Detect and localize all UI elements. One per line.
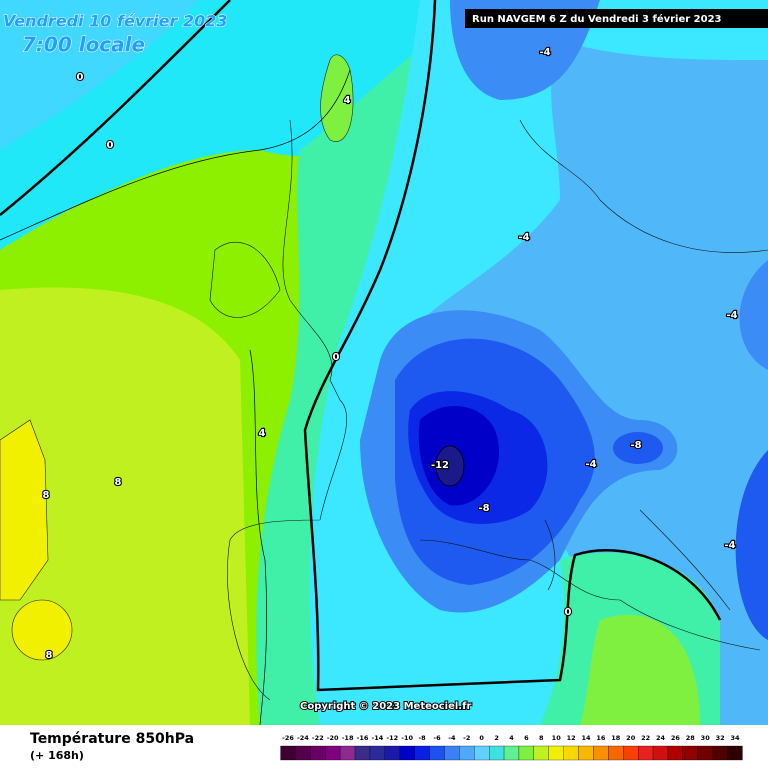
- scale-label: 32: [716, 734, 725, 742]
- scale-swatch: [712, 745, 728, 761]
- scale-label: -8: [418, 734, 426, 742]
- scale-label: 8: [539, 734, 544, 742]
- contour-label: 0: [107, 140, 114, 151]
- scale-label: 0: [479, 734, 484, 742]
- scale-swatch: [652, 745, 669, 761]
- scale-swatch: [280, 745, 296, 761]
- scale-swatch: [563, 745, 579, 761]
- contours: [0, 0, 722, 726]
- scale-swatch: [608, 745, 624, 761]
- footer-lead: (+ 168h): [30, 749, 84, 762]
- contour-label: -4: [585, 459, 596, 470]
- contour-label: 8: [115, 477, 122, 488]
- contour-label: -12: [431, 460, 449, 471]
- scale-swatch: [578, 745, 594, 761]
- run-banner: [465, 9, 768, 28]
- scale-swatch: [310, 745, 326, 761]
- scale-swatch: [414, 745, 430, 761]
- scale-label: 12: [567, 734, 576, 742]
- scale-swatch: [384, 745, 400, 761]
- scale-swatch: [638, 745, 654, 761]
- coastlines: [209, 119, 768, 701]
- scale-swatch: [488, 745, 505, 761]
- contour-label: -4: [518, 232, 529, 243]
- temperature-field: [0, 0, 768, 725]
- scale-label: -18: [342, 734, 354, 742]
- scale-label: -12: [386, 734, 398, 742]
- scale-swatch: [682, 745, 698, 761]
- scale-label: -4: [448, 734, 456, 742]
- scale-label: 22: [641, 734, 650, 742]
- contour-labels: -4 0 4 0 -4 -4 0 4 -12 -8 -4 -8 8 8 8 0 -4: [41, 46, 738, 662]
- scale-swatch: [503, 745, 520, 761]
- scale-swatch: [697, 745, 713, 761]
- scale-swatch: [429, 745, 445, 761]
- scale-label: 18: [611, 734, 621, 742]
- contour-label: -4: [726, 310, 737, 321]
- contour-label: 0: [77, 72, 84, 83]
- scale-label: -14: [372, 734, 384, 742]
- scale-swatch: [459, 745, 475, 761]
- contour-label: -8: [478, 503, 489, 514]
- scale-label: -24: [297, 734, 309, 742]
- contour-label: 0: [333, 352, 340, 363]
- footer-title: Température 850hPa: [30, 731, 194, 747]
- contour-label: 0: [565, 607, 572, 618]
- contour-label: 8: [43, 490, 50, 501]
- scale-label: 10: [552, 734, 562, 742]
- scale-label: -20: [327, 734, 339, 742]
- scale-swatch: [295, 745, 311, 761]
- scale-label: 26: [671, 734, 681, 742]
- scale-label: 14: [581, 734, 591, 742]
- scale-swatch: [399, 745, 415, 761]
- scale-label: -2: [463, 734, 470, 742]
- color-scale: -26 -24 -22 -20 -18 -16 -14 -12 -10 -8 -6 -4 -2 0 2 4 6 8…: [280, 734, 743, 761]
- scale-swatch: [518, 745, 535, 761]
- scale-label: -16: [357, 734, 369, 742]
- scale-label: 34: [730, 734, 740, 742]
- run-info: Run NAVGEM 6 Z du Vendredi 3 février 202…: [472, 13, 722, 25]
- scale-swatch: [474, 745, 490, 761]
- contour-label: 4: [344, 95, 351, 106]
- scale-swatch: [667, 745, 684, 761]
- scale-swatch: [593, 745, 609, 761]
- scale-swatch: [354, 745, 371, 761]
- contour-label: 4: [259, 428, 266, 439]
- scale-swatch: [369, 745, 386, 761]
- scale-label: 28: [686, 734, 696, 742]
- scale-label: 6: [524, 734, 529, 742]
- scale-label: 2: [494, 734, 499, 742]
- scale-swatch: [533, 745, 549, 761]
- valid-time: Vendredi 10 février 2023: [3, 12, 227, 31]
- scale-label: 30: [701, 734, 711, 742]
- scale-label: 16: [596, 734, 606, 742]
- scale-swatch: [623, 745, 639, 761]
- scale-swatch: [444, 745, 460, 761]
- local-time: 7:00 locale: [22, 33, 145, 57]
- scale-label: 24: [656, 734, 666, 742]
- scale-swatch: [727, 745, 743, 761]
- contour-label: -4: [539, 47, 550, 58]
- copyright: Copyright © 2023 Meteociel.fr: [300, 701, 471, 712]
- contour-label: -4: [724, 540, 735, 551]
- scale-swatch: [548, 745, 564, 761]
- contour-label: 8: [46, 650, 53, 661]
- scale-label: -22: [312, 734, 324, 742]
- scale-swatch: [339, 745, 356, 761]
- scale-swatch: [325, 745, 341, 761]
- contour-label: -8: [630, 440, 641, 451]
- scale-label: -26: [282, 734, 294, 742]
- scale-label: -10: [401, 734, 413, 742]
- scale-label: -6: [433, 734, 441, 742]
- scale-label: 4: [509, 734, 514, 742]
- scale-label: 20: [626, 734, 636, 742]
